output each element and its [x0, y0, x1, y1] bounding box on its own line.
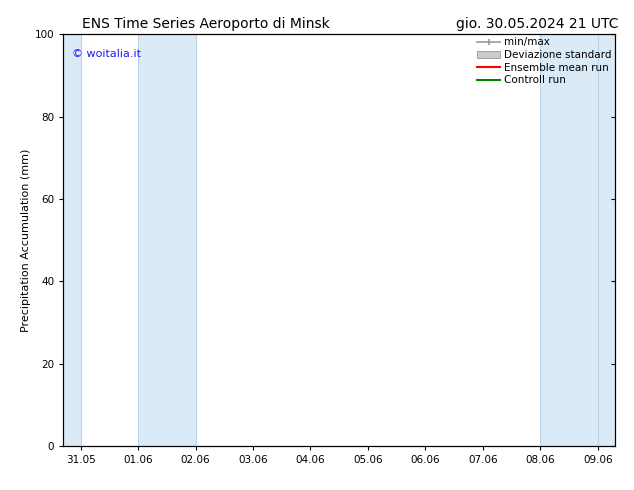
- Bar: [540, 34, 598, 446]
- Legend: min/max, Deviazione standard, Ensemble mean run, Controll run: min/max, Deviazione standard, Ensemble m…: [477, 37, 612, 85]
- Text: gio. 30.05.2024 21 UTC: gio. 30.05.2024 21 UTC: [456, 17, 619, 31]
- Bar: [138, 34, 195, 446]
- Y-axis label: Precipitation Accumulation (mm): Precipitation Accumulation (mm): [20, 148, 30, 332]
- Bar: [63, 34, 81, 446]
- Text: ENS Time Series Aeroporto di Minsk: ENS Time Series Aeroporto di Minsk: [82, 17, 330, 31]
- Bar: [598, 34, 615, 446]
- Text: © woitalia.it: © woitalia.it: [72, 49, 141, 59]
